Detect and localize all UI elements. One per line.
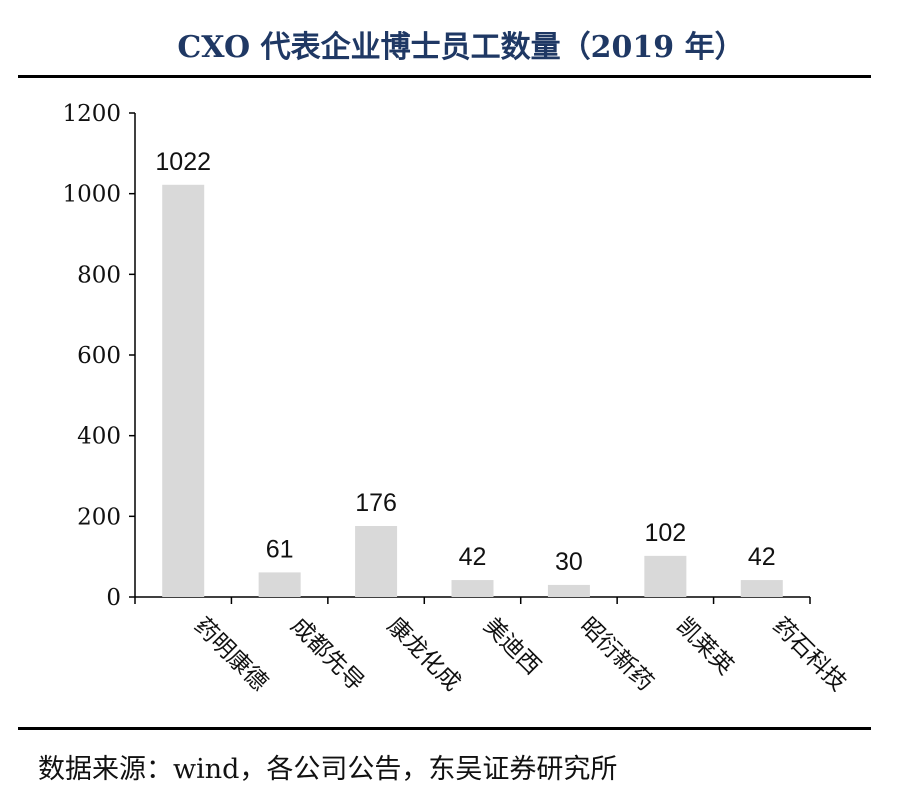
data-label: 42 [459,543,487,571]
data-label: 176 [355,489,397,517]
category-label: 成都先导 [285,613,368,696]
bar [547,584,590,597]
bar [162,184,205,597]
bottom-divider [18,727,871,730]
y-tick-label: 400 [77,424,121,450]
chart-axes: 0 200 400 600 800 1000 1200 [62,101,811,611]
chart-bars [162,184,783,597]
category-label: 药石科技 [768,613,851,696]
data-label: 30 [555,548,583,576]
bar [258,572,301,597]
bar [740,580,783,597]
data-label: 1022 [155,148,211,176]
y-tick-label: 0 [106,585,121,611]
category-label: 凯莱英 [671,613,738,680]
y-tick-label: 1000 [62,182,121,208]
data-label: 61 [266,535,294,563]
category-label: 药明康德 [189,613,272,696]
y-tick-label: 600 [77,343,121,369]
chart-category-labels: 药明康德 成都先导 康龙化成 美迪西 昭衍新药 凯莱英 药石科技 [189,613,851,696]
chart-title: CXO 代表企业博士员工数量（2019 年） [177,30,745,65]
bar [644,555,687,597]
category-label: 美迪西 [478,613,545,680]
bar [355,526,398,597]
data-label: 42 [748,543,776,571]
category-label: 昭衍新药 [575,613,658,696]
category-label: 康龙化成 [382,613,465,696]
data-label: 102 [644,519,686,547]
y-tick-label: 800 [77,262,121,288]
bar [451,580,494,597]
chart-data-labels: 1022 61 176 42 30 102 42 [155,148,775,576]
source-note: 数据来源：wind，各公司公告，东吴证券研究所 [38,754,618,785]
y-tick-label: 1200 [62,101,121,127]
top-divider [18,75,871,78]
y-tick-label: 200 [77,504,121,530]
bar-chart: 0 200 400 600 800 1000 1200 1022 61 176 42 30 102 42… [62,101,851,696]
